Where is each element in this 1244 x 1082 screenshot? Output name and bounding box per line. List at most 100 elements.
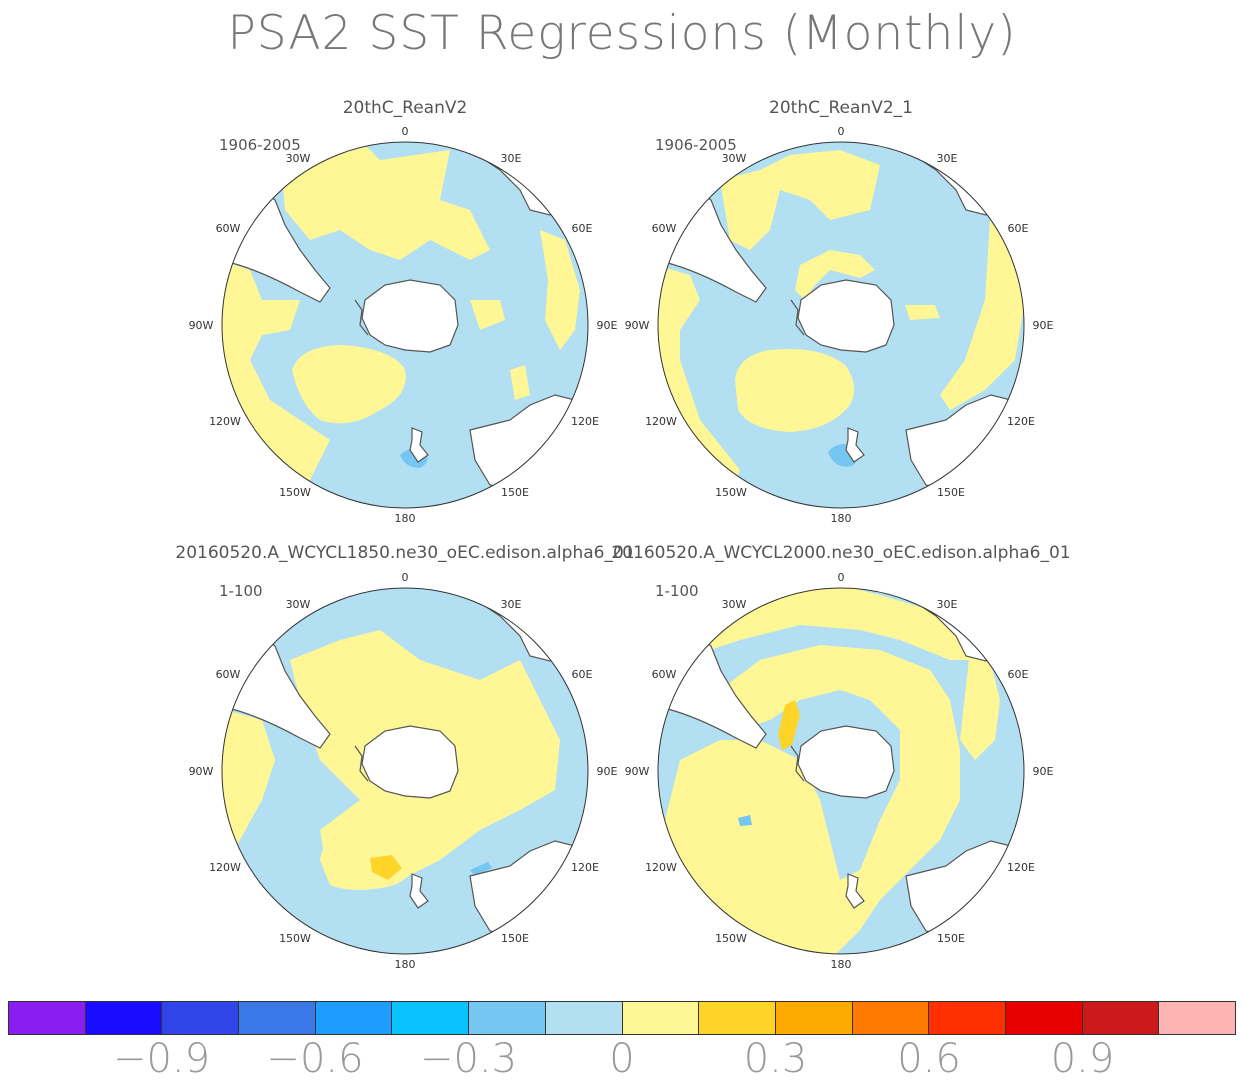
map4-strong-positive-strip [778,700,800,750]
map2-lon-label-60e: 60E [1008,222,1029,235]
colorbar-box-5 [392,1002,470,1034]
colorbar-box-7 [545,1002,623,1034]
map4-boundary [657,587,1025,955]
colorbar-box-0 [9,1002,86,1034]
map1-lon-label-120w: 120W [209,415,241,428]
map3-lon-label-60w: 60W [216,668,241,681]
colorbar-box-9 [699,1002,776,1034]
colorbar-box-10 [775,1002,853,1034]
chart-title: PSA2 SST Regressions (Monthly) [227,6,1017,61]
map2-lon-label-180: 180 [831,512,852,525]
map3-strong-positive-patch [370,855,402,880]
map2-lon-label-30e: 30E [937,152,958,165]
map2-lon-label-90w: 90W [625,319,650,332]
map3-boundary [221,587,589,955]
colorbar-box-4 [315,1002,393,1034]
map4-negative-patch [738,815,752,826]
map3-land-antarctica [361,725,459,799]
map4-lon-label-90e: 90E [1033,765,1054,778]
map1-lon-label-30e: 30E [501,152,522,165]
colorbar-box-15 [1159,1002,1235,1034]
map4-land-new-zealand [845,873,865,909]
map3-lon-label-180: 180 [395,958,416,971]
map2-land-antarctica [797,279,895,353]
map4-lon-label-0: 0 [838,571,845,584]
map3-lon-label-30e: 30E [501,598,522,611]
panel-title-3: 20160520.A_WCYCL1850.ne30_oEC.edison.alp… [175,543,635,563]
colorbar-tick-label: 0 [609,1036,635,1082]
map2-land-antarctic-peninsula [790,299,805,336]
map2-positive-indian-east [940,220,1024,410]
map1-lon-label-60e: 60E [572,222,593,235]
map4-lon-label-60e: 60E [1008,668,1029,681]
map1-positive-indian-east [540,230,580,350]
map2-positive-ring [795,250,875,300]
colorbar-box-1 [85,1002,163,1034]
colorbar-box-13 [1005,1002,1083,1034]
map4-lon-label-30w: 30W [722,598,747,611]
map4-positive-east [960,650,1000,760]
map4-lon-label-180: 180 [831,958,852,971]
map2-lon-label-120w: 120W [645,415,677,428]
map4-lon-label-60w: 60W [652,668,677,681]
colorbar-tick-label: 0.6 [897,1036,961,1082]
colorbar-box-8 [622,1002,700,1034]
map3-lon-label-120w: 120W [209,861,241,874]
map3-lon-label-60e: 60E [572,668,593,681]
map3-lon-label-30w: 30W [286,598,311,611]
colorbar-box-3 [239,1002,316,1034]
map1-land-new-zealand [409,427,429,463]
colorbar-tick-label: −0.6 [266,1036,364,1082]
map4-lon-label-150w: 150W [715,932,747,945]
period-label-4: 1-100 [655,582,699,600]
panel-title-4: 20160520.A_WCYCL2000.ne30_oEC.edison.alp… [611,543,1071,563]
map1-lon-label-60w: 60W [216,222,241,235]
map3-land-new-zealand [409,873,429,909]
map4-land-antarctica [797,725,895,799]
map1-lon-label-90e: 90E [597,319,618,332]
map2-positive-south-pacific-blob [735,349,854,432]
map1-lon-label-150w: 150W [279,486,311,499]
colorbar-tick-label: 0.9 [1050,1036,1115,1082]
map4-positive-north-rim [700,588,1000,660]
map1-lon-label-0: 0 [402,125,409,138]
map1-lon-label-90w: 90W [189,319,214,332]
map2-lon-label-150w: 150W [715,486,747,499]
map2-land-new-zealand [845,427,865,463]
map4-lon-label-90w: 90W [625,765,650,778]
colorbar [8,1001,1236,1035]
map2-boundary [657,141,1025,509]
map4-lon-label-120w: 120W [645,861,677,874]
map2-lon-label-60w: 60W [652,222,677,235]
map4-lon-label-30e: 30E [937,598,958,611]
colorbar-tick-label: −0.9 [112,1036,211,1082]
map1-lon-label-180: 180 [395,512,416,525]
map2-lon-label-30w: 30W [722,152,747,165]
map3-land-antarctic-peninsula [354,745,369,782]
map1-positive-patch-b [510,365,530,400]
colorbar-box-2 [162,1002,240,1034]
map4-lon-label-150e: 150E [937,932,965,945]
colorbar-tick-label: 0.3 [743,1036,808,1082]
map1-land-antarctic-peninsula [354,299,369,336]
map2-lon-label-120e: 120E [1007,415,1035,428]
map1-lon-label-150e: 150E [501,486,529,499]
colorbar-box-6 [469,1002,546,1034]
map3-lon-label-90w: 90W [189,765,214,778]
map2-positive-atlantic [720,150,880,250]
period-label-3: 1-100 [219,582,263,600]
map1-land-antarctica [361,279,459,353]
map1-boundary [221,141,589,509]
map3-lon-label-150e: 150E [501,932,529,945]
map4-land-antarctic-peninsula [790,745,805,782]
period-label-2: 1906-2005 [655,136,737,154]
map1-lon-label-30w: 30W [286,152,311,165]
map3-lon-label-120e: 120E [571,861,599,874]
colorbar-box-12 [929,1002,1006,1034]
map2-positive-patch [905,305,940,320]
map1-positive-south-pacific-blob [292,345,406,424]
